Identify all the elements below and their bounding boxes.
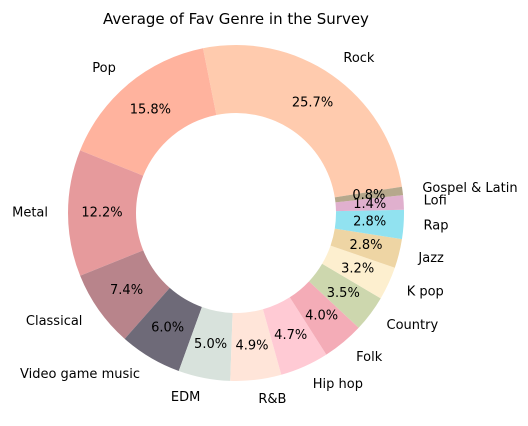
percent-label-video-game-music: 6.0% bbox=[151, 321, 184, 336]
percent-label-pop: 15.8% bbox=[130, 102, 171, 117]
category-label-metal: Metal bbox=[12, 206, 48, 221]
category-label-rock: Rock bbox=[343, 51, 375, 66]
percent-label-country: 3.5% bbox=[327, 286, 360, 301]
category-label-lofi: Lofi bbox=[424, 194, 447, 209]
slice-edm bbox=[178, 307, 233, 381]
category-label-folk: Folk bbox=[356, 350, 383, 365]
slice-pop bbox=[80, 48, 217, 176]
category-label-jazz: Jazz bbox=[417, 251, 444, 266]
slice-video-game-music bbox=[124, 287, 202, 371]
slice-classical bbox=[80, 250, 170, 339]
chart-title: Average of Fav Genre in the Survey bbox=[103, 10, 369, 28]
slice-k-pop bbox=[322, 245, 395, 299]
slice-rock bbox=[202, 45, 402, 198]
percent-label-gospel-and-latin: 0.8% bbox=[352, 188, 385, 203]
slices-group bbox=[68, 45, 404, 381]
percent-label-edm: 5.0% bbox=[194, 337, 227, 352]
percent-label-rap: 2.8% bbox=[353, 215, 386, 230]
category-label-classical: Classical bbox=[26, 314, 83, 329]
slice-metal bbox=[68, 150, 144, 276]
percent-label-randb: 4.9% bbox=[235, 339, 268, 354]
category-label-hip-hop: Hip hop bbox=[313, 377, 363, 392]
slice-folk bbox=[289, 281, 359, 355]
percent-label-hip-hop: 4.7% bbox=[274, 328, 307, 343]
percent-label-lofi: 1.4% bbox=[353, 197, 386, 212]
percent-label-metal: 12.2% bbox=[81, 206, 122, 221]
category-label-k-pop: K pop bbox=[407, 284, 444, 299]
category-label-rap: Rap bbox=[424, 218, 449, 233]
category-label-edm: EDM bbox=[171, 390, 200, 405]
percent-label-jazz: 2.8% bbox=[350, 238, 383, 253]
slice-rap bbox=[334, 209, 404, 240]
percent-labels-group: 25.7% 15.8% 12.2% 7.4% 6.0% 5.0% 4.9% 4.7% 4.0% 3… bbox=[81, 96, 386, 354]
percent-label-classical: 7.4% bbox=[110, 283, 143, 298]
slice-hip-hop bbox=[262, 297, 327, 375]
percent-label-k-pop: 3.2% bbox=[341, 262, 374, 277]
slice-randb bbox=[230, 309, 282, 381]
category-label-randb: R&B bbox=[258, 392, 286, 407]
slice-country bbox=[309, 263, 381, 328]
slice-jazz bbox=[330, 228, 402, 268]
slice-gospel-and-latin bbox=[334, 186, 404, 203]
percent-label-folk: 4.0% bbox=[305, 309, 338, 324]
slice-lofi bbox=[335, 195, 404, 212]
category-label-country: Country bbox=[387, 318, 439, 333]
category-label-video-game-music: Video game music bbox=[20, 367, 140, 382]
percent-label-rock: 25.7% bbox=[292, 96, 333, 111]
category-labels-group: Rock Pop Metal Classical Video game music EDM… bbox=[12, 51, 517, 407]
category-label-pop: Pop bbox=[92, 61, 116, 76]
category-label-gospel-and-latin: Gospel & Latin bbox=[422, 181, 517, 196]
